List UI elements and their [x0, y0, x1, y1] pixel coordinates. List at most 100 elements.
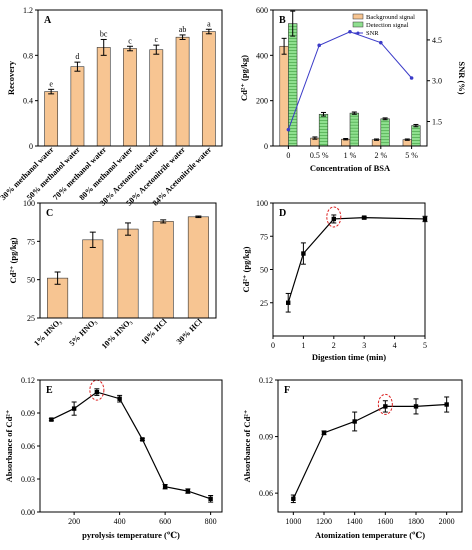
significance-letter: c — [155, 35, 159, 44]
snr-point — [409, 76, 414, 80]
x-tick-label: 1800 — [408, 517, 424, 526]
bar — [149, 49, 164, 147]
legend-label: SNR — [366, 30, 379, 37]
data-point — [444, 402, 449, 407]
data-point — [94, 389, 100, 395]
data-point — [301, 251, 306, 256]
significance-letter: bc — [100, 29, 108, 38]
bar-detection — [380, 118, 390, 147]
panel-e: 200 400 600 800 E 0.00 0.03 0.06 0.09 0.12 Absorba… — [4, 376, 223, 540]
data-point — [352, 419, 357, 424]
data-point — [321, 430, 327, 435]
panel-c: 1% HNO₃ 5% HNO₃ 10% HNO₃ 10% HCl 30% HCl C 25 5… — [8, 199, 217, 351]
snr-point — [348, 29, 352, 34]
plot-frame — [37, 9, 223, 147]
bar — [152, 221, 174, 319]
legend-swatch — [352, 13, 364, 20]
y-axis-label: Cd²⁺ (pg/kg) — [239, 55, 249, 101]
x-axis-label: pyrolysis temperature (℃) — [82, 530, 180, 540]
panel-b: 0 0.5 % 1 % 2 % 5 % B 0 200 400 600 Cd²⁺ (pg/kg) 1.… — [239, 6, 467, 173]
y-tick-label: 0.12 — [21, 376, 35, 385]
y-tick-label: 0.09 — [259, 433, 273, 442]
plot-frame — [39, 379, 223, 513]
data-point — [208, 496, 213, 501]
y-tick-label: 0.06 — [21, 442, 35, 451]
y-tick-label: 100 — [23, 199, 35, 208]
y-axis-label: Cd²⁺ (pg/kg) — [8, 237, 18, 283]
y-axis-label: Absorbance of Cd²⁺ — [242, 410, 252, 483]
panel-label: F — [284, 385, 290, 396]
bar — [187, 216, 209, 319]
highlight-circle — [326, 206, 342, 228]
data-point — [331, 216, 336, 222]
y-tick-label: 0 — [29, 142, 33, 151]
panel-d: 0 1 2 3 4 5 D 25 50 75 100 Cd²⁺ (pg/kg) Digestion ti… — [241, 199, 428, 362]
plot-frame — [39, 202, 217, 319]
bar — [70, 66, 85, 147]
snr-point — [379, 40, 383, 45]
x-tick-label: 1 — [301, 341, 305, 350]
y-tick-label: 1.2 — [23, 6, 33, 15]
data-point — [162, 484, 168, 489]
x-tick-label: 1000 — [285, 517, 301, 526]
y-tick-label: 75 — [27, 237, 35, 246]
y-tick-label: 50 — [27, 276, 35, 285]
y-tick-label: 0.12 — [259, 376, 273, 385]
x-tick-label: 2000 — [439, 517, 455, 526]
data-point — [185, 488, 191, 494]
data-line — [287, 217, 426, 303]
legend-label: Background signal — [366, 14, 415, 21]
bar — [117, 228, 139, 319]
data-point — [117, 396, 122, 401]
y-tick-label: 400 — [256, 51, 268, 60]
x-tick-label: 10% HCl — [139, 317, 169, 347]
x-tick-label: 0 — [271, 341, 275, 350]
data-line — [51, 391, 211, 500]
snr-point — [286, 127, 291, 132]
x-tick-label: 0 — [286, 151, 290, 160]
bar — [96, 47, 111, 147]
significance-letter: ab — [179, 25, 187, 34]
x-axis-label: Digestion time (min) — [312, 352, 386, 362]
x-tick-label: 2 — [332, 341, 336, 350]
bar-background — [279, 45, 289, 147]
bar — [175, 36, 190, 147]
y2-tick-label: 3.0 — [432, 77, 442, 86]
snr-point — [317, 43, 322, 48]
y-tick-label: 0 — [264, 142, 268, 151]
y-axis-label: Cd²⁺ (pg/kg) — [241, 246, 251, 292]
data-point — [383, 404, 388, 409]
x-tick-label: 800 — [205, 517, 217, 526]
y-tick-label: 25 — [27, 314, 35, 323]
panel-label: D — [279, 208, 286, 219]
x-tick-label: 600 — [159, 517, 171, 526]
significance-letter: d — [75, 52, 79, 61]
legend-marker — [356, 31, 360, 35]
y-axis-label: Recovery — [6, 60, 16, 95]
bar — [201, 31, 216, 147]
x-tick-label: 2 % — [374, 151, 387, 160]
x-tick-label: 5% HNO₃ — [67, 317, 98, 348]
data-point — [140, 437, 145, 442]
x-tick-label: 5 — [423, 341, 427, 350]
y-tick-label: 0.06 — [259, 489, 273, 498]
bar-detection — [288, 23, 298, 147]
x-axis-label: Concentration of BSA — [310, 163, 391, 173]
x-tick-label: 30% HCl — [175, 317, 205, 347]
significance-letter: c — [128, 36, 132, 45]
plot-frame — [272, 202, 426, 337]
y-tick-label: 0.03 — [21, 475, 35, 484]
data-point — [413, 404, 419, 409]
x-tick-label: 1200 — [316, 517, 332, 526]
x-tick-label: 1400 — [347, 517, 363, 526]
data-point — [362, 215, 367, 220]
plot-frame — [272, 9, 428, 147]
data-point — [286, 300, 291, 305]
x-tick-label: 200 — [68, 517, 80, 526]
data-point — [71, 406, 77, 411]
x-tick-label: 400 — [114, 517, 126, 526]
y-tick-label: 0.4 — [23, 97, 33, 106]
data-point — [49, 417, 54, 422]
